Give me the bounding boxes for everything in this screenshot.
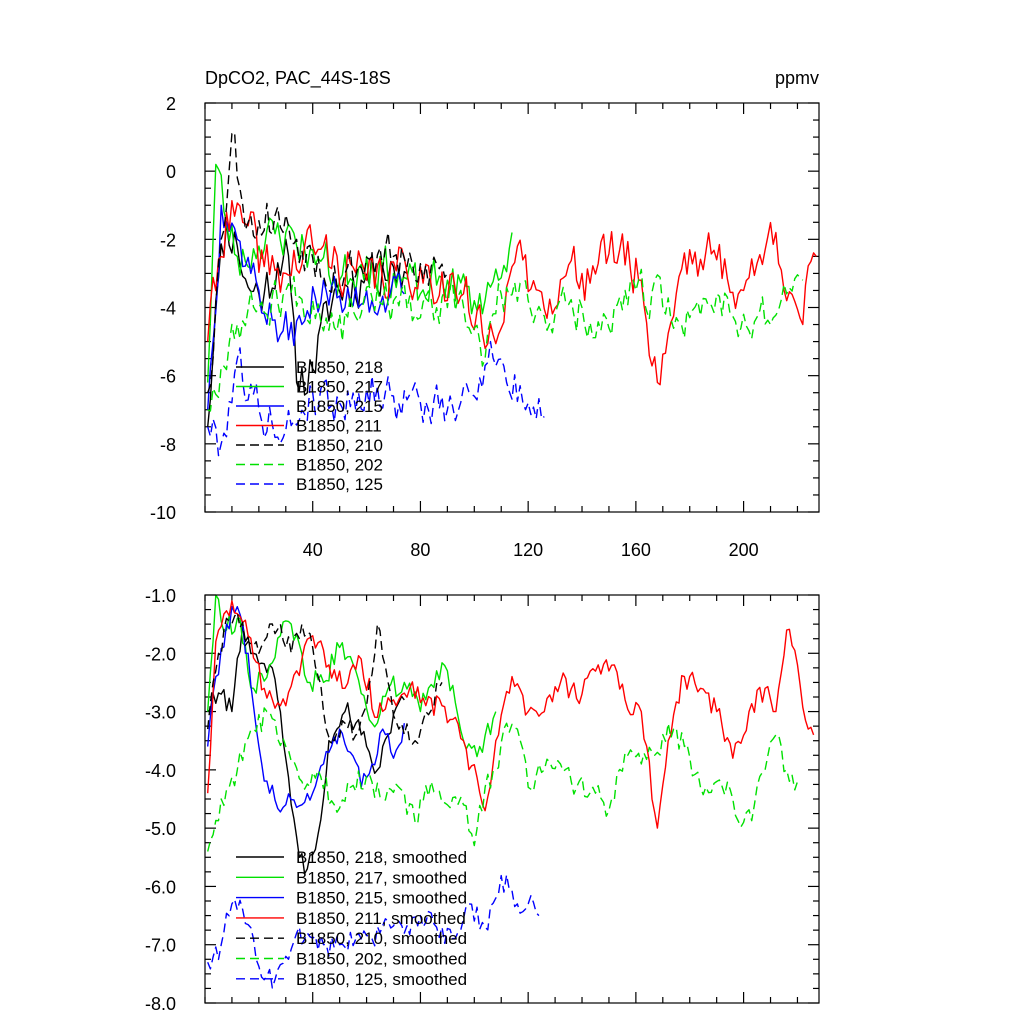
top-x-tick-label: 160 (621, 540, 651, 560)
top-legend-entry: B1850, 202 (236, 456, 383, 475)
top-legend-label: B1850, 211 (296, 417, 382, 436)
top-legend-entry: B1850, 218 (236, 358, 383, 377)
bottom-y-tick-label: -4.0 (145, 761, 176, 781)
bottom-legend: B1850, 218, smoothed B1850, 217, smoothe… (236, 848, 467, 989)
bottom-y-tick-label: -3.0 (145, 703, 176, 723)
top-legend-label: B1850, 218 (296, 358, 383, 377)
bottom-series-line-4 (207, 611, 443, 745)
bottom-series-line-3 (207, 600, 815, 829)
top-legend-entry: B1850, 210 (236, 436, 383, 455)
top-y-tick-label: -10 (150, 503, 176, 523)
top-legend-entry: B1850, 217 (236, 378, 383, 397)
bottom-series-line-1 (207, 595, 497, 758)
top-x-tick-label: 40 (303, 540, 323, 560)
bottom-legend-entry: B1850, 210, smoothed (236, 929, 467, 948)
top-series-line-5 (207, 268, 804, 412)
top-y-tick-label: 2 (166, 94, 176, 114)
top-series-line-2 (207, 204, 405, 410)
bottom-legend-label: B1850, 218, smoothed (296, 848, 467, 867)
top-series-group (207, 131, 817, 457)
top-legend-label: B1850, 215 (296, 397, 383, 416)
bottom-legend-entry: B1850, 217, smoothed (236, 868, 467, 887)
bottom-legend-entry: B1850, 202, smoothed (236, 950, 467, 969)
bottom-legend-label: B1850, 211, smoothed (296, 909, 466, 928)
top-series-line-6 (207, 340, 545, 457)
top-y-tick-label: -4 (160, 299, 176, 319)
bottom-series-line-2 (207, 605, 405, 813)
top-plot-frame (204, 102, 820, 513)
bottom-y-tick-label: -1.0 (145, 586, 176, 606)
bottom-legend-label: B1850, 215, smoothed (296, 889, 467, 908)
bottom-y-tick-label: -8.0 (145, 994, 176, 1014)
bottom-legend-entry: B1850, 125, smoothed (236, 970, 467, 989)
top-legend-label: B1850, 217 (296, 378, 383, 397)
top-series-line-3 (207, 200, 817, 386)
bottom-plot-frame (204, 594, 820, 1004)
top-legend-label: B1850, 210 (296, 436, 383, 455)
top-legend: B1850, 218 B1850, 217 B1850, 215 B1850, … (236, 358, 383, 494)
bottom-y-tick-label: -5.0 (145, 819, 176, 839)
bottom-legend-label: B1850, 202, smoothed (296, 950, 467, 969)
top-y-tick-label: -6 (160, 367, 176, 387)
bottom-legend-entry: B1850, 218, smoothed (236, 848, 467, 867)
top-legend-label: B1850, 202 (296, 456, 383, 475)
bottom-legend-label: B1850, 210, smoothed (296, 929, 467, 948)
top-y-tick-labels: -10 -8 -6 -4 -2 0 2 (150, 94, 176, 523)
bottom-y-tick-label: -2.0 (145, 644, 176, 664)
top-chart-title: DpCO2, PAC_44S-18S (205, 68, 391, 89)
bottom-y-tick-label: -7.0 (145, 936, 176, 956)
top-series-line-1 (207, 163, 513, 383)
top-x-tick-labels: 40 80 120 160 200 (303, 540, 759, 560)
top-legend-label: B1850, 125 (296, 475, 383, 494)
top-x-tick-label: 200 (729, 540, 759, 560)
top-legend-entry: B1850, 125 (236, 475, 383, 494)
top-chart-panel: DpCO2, PAC_44S-18S ppmv -10 -8 -6 -4 -2 … (150, 68, 820, 560)
top-x-tick-label: 80 (410, 540, 430, 560)
bottom-chart-panel: -8.0 -7.0 -6.0 -5.0 -4.0 -3.0 -2.0 -1.0 … (145, 586, 820, 1014)
top-y-tick-label: -2 (160, 230, 176, 250)
bottom-legend-entry: B1850, 215, smoothed (236, 889, 467, 908)
bottom-legend-entry: B1850, 211, smoothed (236, 909, 466, 928)
top-y-tick-label: 0 (166, 162, 176, 182)
bottom-legend-label: B1850, 217, smoothed (296, 868, 467, 887)
bottom-y-tick-labels: -8.0 -7.0 -6.0 -5.0 -4.0 -3.0 -2.0 -1.0 (145, 586, 176, 1014)
top-legend-entry: B1850, 215 (236, 397, 383, 416)
bottom-series-line-6 (207, 874, 540, 989)
bottom-series-line-5 (207, 707, 799, 852)
top-legend-entry: B1850, 211 (236, 417, 382, 436)
top-y-tick-label: -8 (160, 435, 176, 455)
bottom-axis-ticks (204, 594, 819, 1004)
top-series-line-4 (207, 131, 448, 393)
bottom-y-tick-label: -6.0 (145, 877, 176, 897)
top-chart-units-label: ppmv (775, 68, 819, 88)
bottom-series-line-0 (207, 623, 405, 875)
bottom-series-group (207, 595, 815, 989)
top-x-tick-label: 120 (513, 540, 543, 560)
bottom-legend-label: B1850, 125, smoothed (296, 970, 467, 989)
